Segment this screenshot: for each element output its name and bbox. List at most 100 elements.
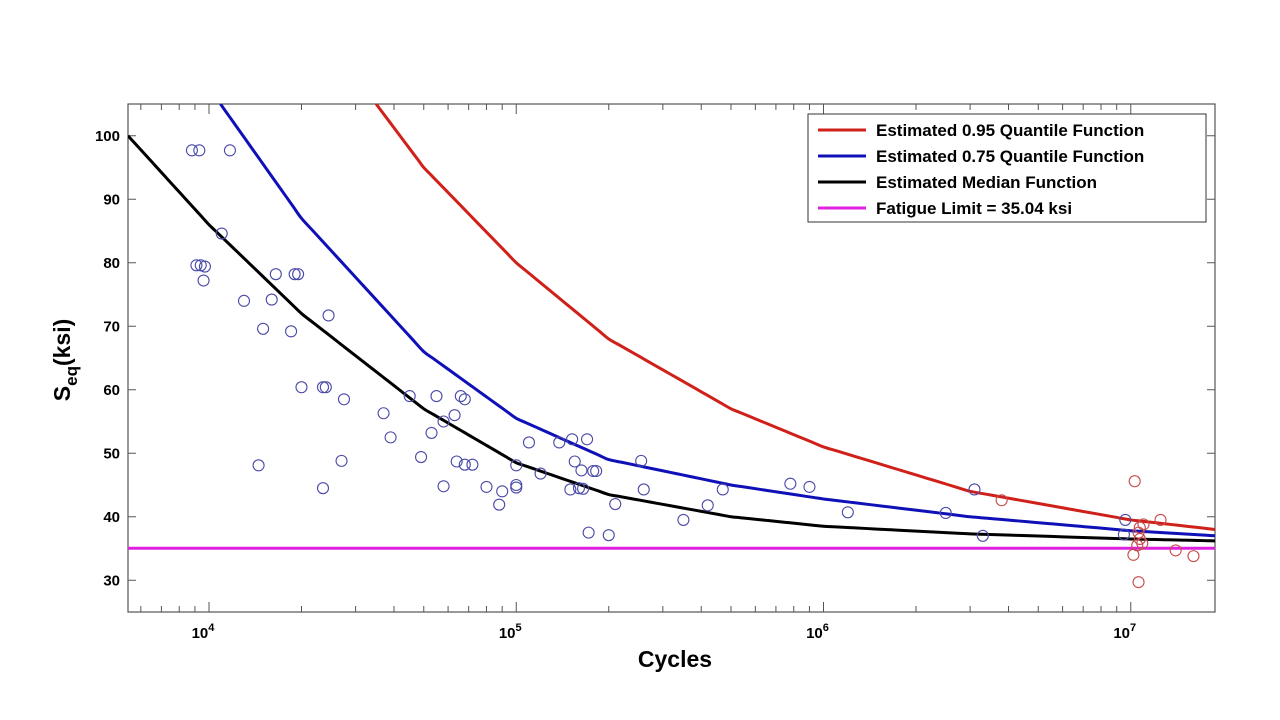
data-point-run-outs (1136, 537, 1149, 550)
data-point-failures (450, 455, 463, 468)
data-point-failures (939, 506, 952, 519)
data-point-failures (637, 483, 650, 496)
data-point-failures (701, 499, 714, 512)
data-point-failures (976, 529, 989, 542)
legend-label: Fatigue Limit = 35.04 ksi (876, 199, 1072, 218)
data-point-failures (577, 482, 590, 495)
data-point-failures (466, 458, 479, 471)
data-point-failures (454, 390, 467, 403)
data-point-failures (292, 268, 305, 281)
y-label-sub: eq (62, 366, 81, 386)
y-tick-label: 60 (103, 382, 120, 399)
curve-0 (374, 104, 1215, 531)
curves (128, 104, 1215, 550)
data-point-failures (215, 227, 228, 240)
data-point-failures (448, 409, 461, 422)
x-axis-label: Cycles (638, 646, 712, 672)
data-point-run-outs (995, 494, 1008, 507)
data-point-run-outs (1187, 550, 1200, 563)
y-tick-label: 90 (103, 191, 120, 208)
data-point-failures (968, 483, 981, 496)
data-point-run-outs (1128, 475, 1141, 488)
data-point-failures (581, 433, 594, 446)
data-point-failures (609, 497, 622, 511)
svg-text:Seq(ksi): Seq(ksi) (49, 319, 81, 401)
data-point-failures (265, 293, 278, 306)
data-point-failures (590, 464, 603, 478)
data-point-failures (841, 506, 854, 519)
x-tick-label: 104 (192, 622, 216, 642)
legend-label: Estimated Median Function (876, 173, 1097, 192)
data-point-failures (295, 381, 308, 394)
legend-label: Estimated 0.75 Quantile Function (876, 147, 1144, 166)
data-point-failures (403, 390, 416, 403)
data-point-failures (510, 459, 523, 472)
data-point-failures (510, 481, 523, 494)
data-point-failures (335, 454, 348, 467)
legend-box (807, 113, 1207, 223)
data-point-failures (575, 464, 588, 477)
y-tick-label: 100 (95, 128, 120, 145)
data-point-failures (587, 464, 600, 478)
data-point-failures (190, 259, 203, 272)
data-point-failures (784, 477, 797, 490)
data-point-run-outs (1154, 513, 1167, 526)
data-point-failures (602, 529, 615, 542)
data-point-failures (185, 144, 198, 157)
data-point-failures (572, 482, 586, 495)
curve-1 (219, 104, 1215, 538)
data-point-failures (198, 260, 211, 273)
y-tick-label: 50 (103, 445, 120, 462)
y-tick-label: 30 (103, 572, 120, 589)
data-point-failures (522, 436, 536, 449)
y-axis-label: Seq(ksi) (49, 319, 81, 401)
data-point-failures (319, 381, 332, 394)
data-point-failures (480, 480, 493, 493)
y-label-unit: (ksi) (49, 319, 75, 366)
data-point-failures (377, 407, 390, 420)
data-point-failures (437, 415, 450, 428)
data-point-failures (458, 393, 471, 406)
data-point-failures (493, 498, 506, 511)
data-point-failures (237, 294, 251, 307)
y-label-main: S (49, 386, 75, 401)
data-point-run-outs (1132, 576, 1145, 589)
data-point-failures (534, 467, 547, 480)
data-point-failures (384, 431, 397, 444)
curve-2 (128, 134, 1215, 543)
data-point-failures (566, 433, 579, 446)
y-tick-label: 70 (103, 318, 120, 335)
data-point-failures (716, 483, 729, 496)
data-point-failures (288, 268, 301, 281)
data-point-failures (582, 526, 595, 539)
data-point-failures (316, 482, 330, 495)
data-point-failures (1119, 513, 1132, 526)
data-point-failures (430, 390, 443, 403)
data-point-failures (568, 455, 581, 468)
x-tick-label: 107 (1113, 622, 1136, 642)
legend-label: Estimated 0.95 Quantile Function (876, 121, 1144, 140)
x-tick-label: 106 (806, 622, 829, 642)
data-point-failures (803, 480, 816, 493)
data-point-failures (553, 436, 566, 449)
data-point-failures (564, 483, 577, 496)
data-point-run-outs (1127, 548, 1140, 561)
data-point-failures (425, 426, 438, 439)
data-point-failures (496, 485, 509, 498)
data-point-failures (635, 454, 648, 467)
data-point-failures (437, 480, 450, 493)
data-point-failures (223, 144, 236, 157)
data-point-failures (285, 325, 298, 338)
data-point-failures (1117, 528, 1130, 541)
axis-ticks: 30 40 50 60 70 80 90 100 104 105 106 107 (95, 104, 1215, 642)
data-point-failures (322, 309, 335, 322)
data-point-failures (458, 458, 471, 471)
data-point-failures (252, 459, 265, 472)
data-point-run-outs (1169, 544, 1182, 557)
x-tick-label: 105 (499, 622, 522, 642)
data-point-failures (337, 393, 351, 406)
y-tick-label: 40 (103, 509, 120, 526)
data-point-failures (677, 513, 690, 526)
data-point-failures (257, 322, 270, 335)
data-point-failures (193, 144, 206, 157)
